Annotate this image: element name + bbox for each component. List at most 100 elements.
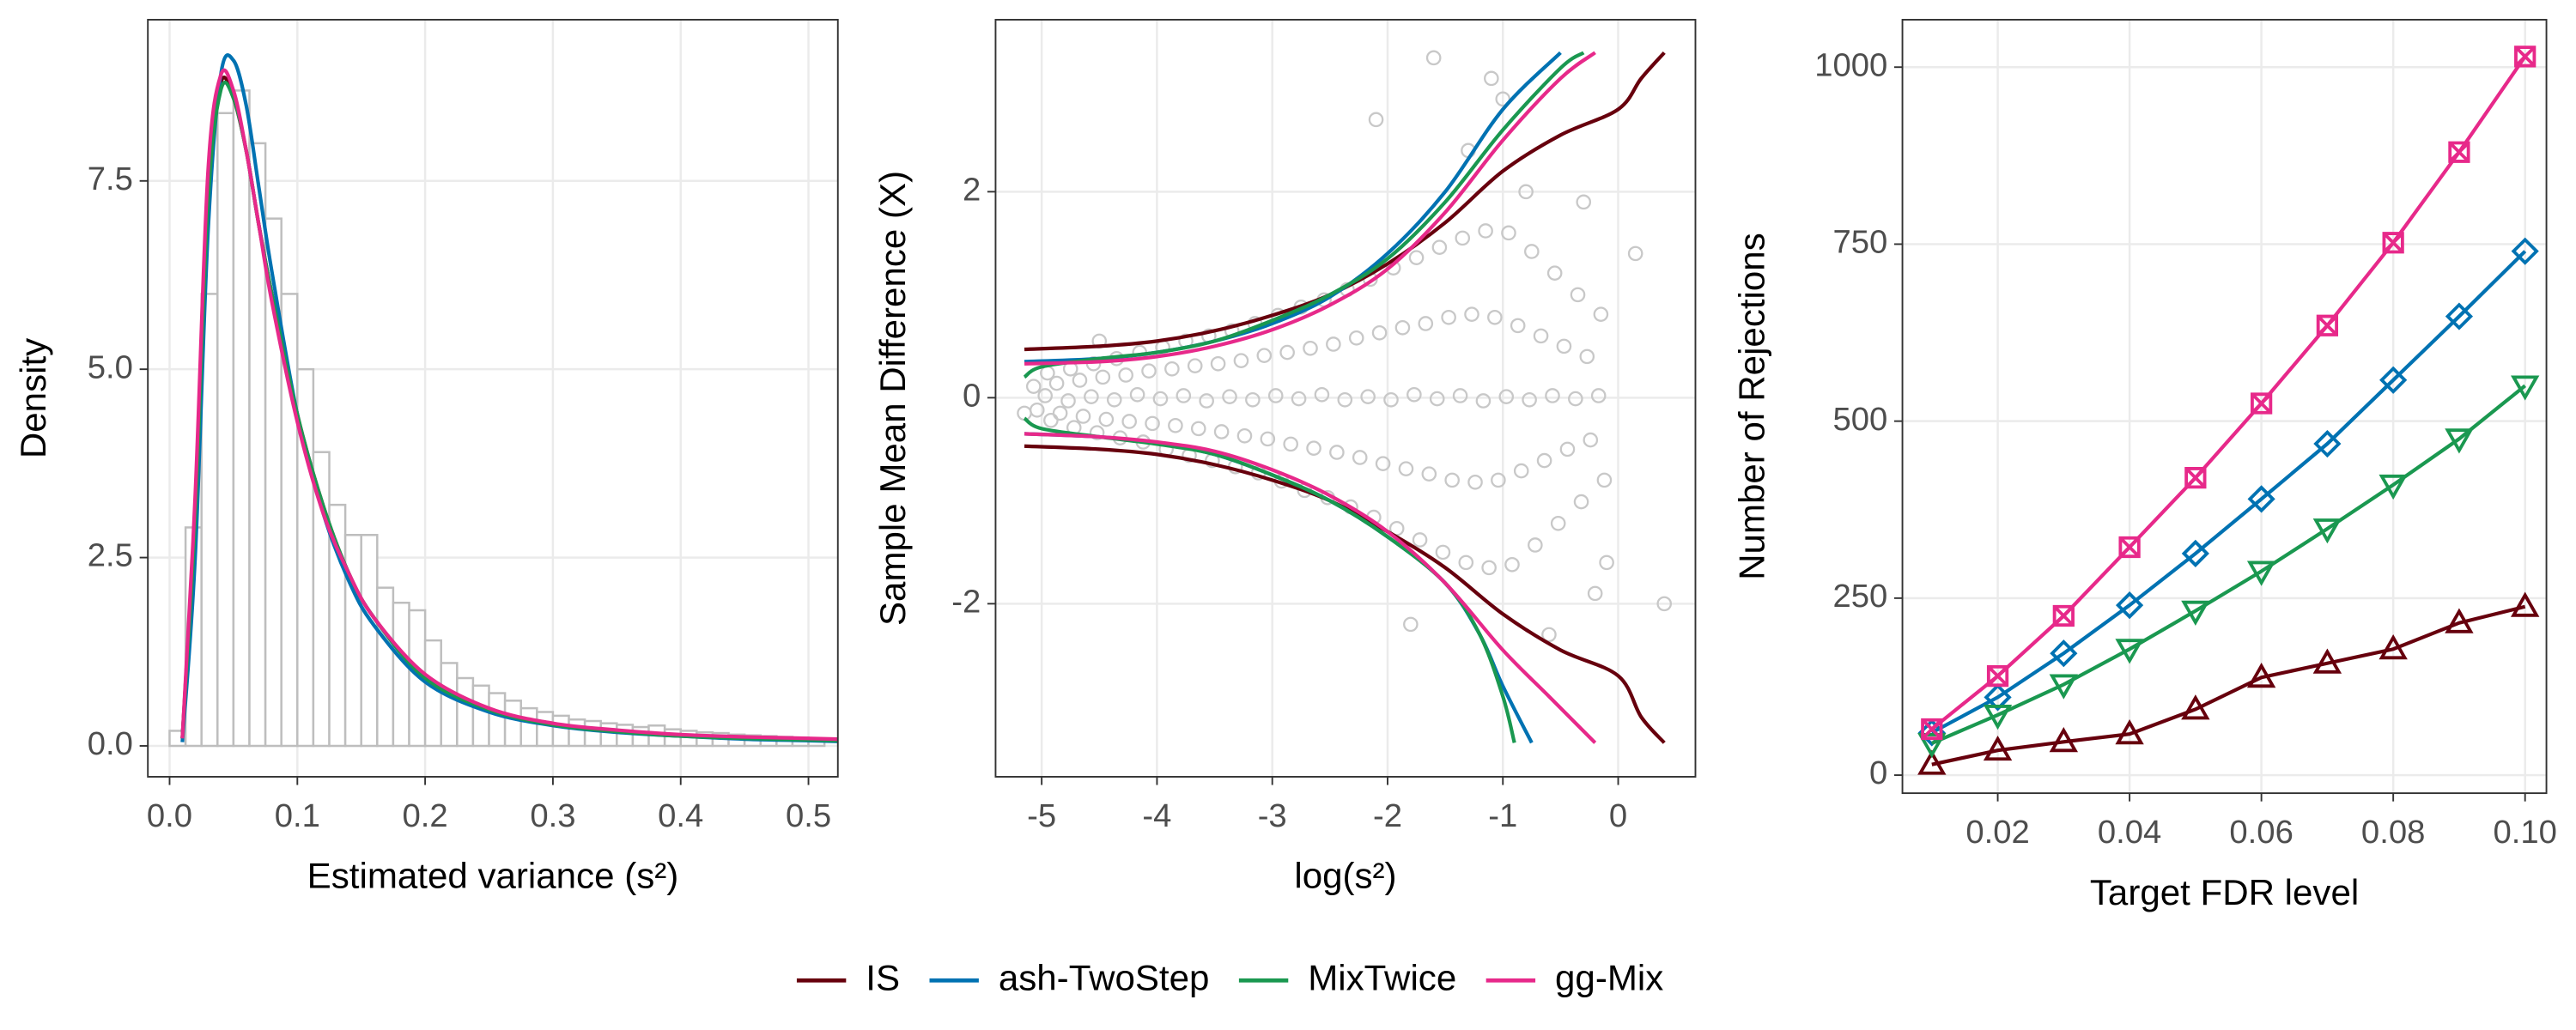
scatter-point [1267,388,1284,403]
y-tick-label: 250 [1833,578,1888,615]
x-tick-label: 0.04 [2098,814,2161,851]
scatter-point [1236,427,1253,444]
scatter-point [1596,472,1613,488]
series-line [1930,55,2527,731]
scatter-point [1403,616,1419,633]
point-marker [2382,232,2404,254]
scatter-point [1533,328,1549,344]
point-marker [2445,608,2474,633]
scatter-point [1528,537,1543,553]
histogram-bar [488,692,507,748]
scatter-point [1233,353,1249,368]
scatter-point [1168,417,1183,433]
panel-border [994,19,1697,778]
point-marker [2379,366,2408,394]
point-marker [2312,648,2342,674]
scatter-point [1452,388,1468,403]
histogram-bar [232,89,251,748]
scatter-point [1481,560,1497,576]
y-axis-label: Number of Rejections [1731,233,1771,580]
legend-label: ash-TwoStep [999,957,1210,997]
point-marker [1921,718,1943,741]
scatter-point [1176,388,1192,403]
point-marker [2184,467,2207,489]
scatter-point [1245,391,1261,408]
scatter-point [1570,287,1586,303]
scatter-point [1121,414,1137,429]
scatter-point [1556,338,1572,354]
histogram-bar [440,662,459,748]
x-tick-label: 0.3 [530,797,575,834]
histogram-bar [376,586,395,748]
x-tick-label: 0.1 [275,797,320,834]
x-tick-label: 0.5 [786,797,831,834]
point-marker [2379,474,2408,500]
scatter-point [1458,554,1474,571]
scatter-point [1279,344,1295,360]
y-tick-label: -2 [951,583,981,620]
y-tick-label: 2 [963,171,981,208]
scatter-point [1210,355,1226,372]
y-tick-label: 2.5 [88,537,133,574]
histogram-bar [616,724,635,748]
scatter-point [1408,250,1425,265]
x-tick-label: -1 [1488,797,1517,834]
scatter-point [1106,391,1122,408]
scatter-point [1352,450,1368,465]
scatter-point [1256,348,1273,363]
scatter-point [1213,424,1230,439]
point-marker [2510,375,2540,401]
y-tick-label: 500 [1833,401,1888,438]
scatter-point [1579,348,1595,365]
scatter-point [1129,386,1145,403]
y-tick-label: 0.0 [88,725,133,762]
point-marker [1984,683,2012,712]
x-tick-label: 0.06 [2229,814,2293,851]
scatter-point [1541,627,1557,643]
scatter-point [1060,393,1076,409]
scatter-point [1412,532,1428,548]
x-axis-label: Estimated variance (s²) [307,856,679,896]
scatter-point [1095,369,1111,385]
legend-label: MixTwice [1308,957,1456,997]
scatter-point [1475,393,1492,409]
scatter-point [1199,393,1214,409]
scatter-point [1329,445,1345,460]
x-tick-label: 0.10 [2493,814,2556,851]
scatter-point [1484,70,1499,87]
point-marker [2445,302,2474,330]
scatter-point [1421,466,1437,482]
histogram-bar [360,534,379,748]
y-tick-label: 750 [1833,224,1888,261]
scatter-point [1487,309,1503,325]
scatter-point [1283,436,1298,452]
histogram-bar [216,112,235,748]
scatter-point [1394,319,1411,336]
legend-label: IS [866,957,900,997]
scatter-point [1084,389,1099,404]
panel-border [1901,19,2548,795]
point-marker [2247,485,2275,513]
scatter-point [1467,474,1483,490]
scatter-point [1314,386,1330,403]
band-line [1024,51,1596,366]
y-tick-label: 0 [1869,754,1887,791]
scatter-point [1429,391,1445,407]
histogram-bar [456,676,475,748]
scatter-point [1098,411,1115,427]
scatter-point [1444,472,1460,488]
scatter-point [1383,391,1399,408]
scatter-point [1510,318,1526,334]
scatter-point [1406,386,1422,403]
scatter-point [1498,389,1515,404]
point-marker [1986,664,2009,688]
scatter-point [1583,432,1599,448]
y-axis-label: Sample Mean Difference (X) [872,171,913,626]
scatter-point [1164,360,1180,377]
scatter-point [1576,194,1592,210]
x-tick-label: 0.4 [658,797,703,834]
density-line [180,68,838,742]
scatter-point [1550,515,1566,531]
point-marker [2181,694,2210,720]
scatter-point [1455,230,1471,246]
